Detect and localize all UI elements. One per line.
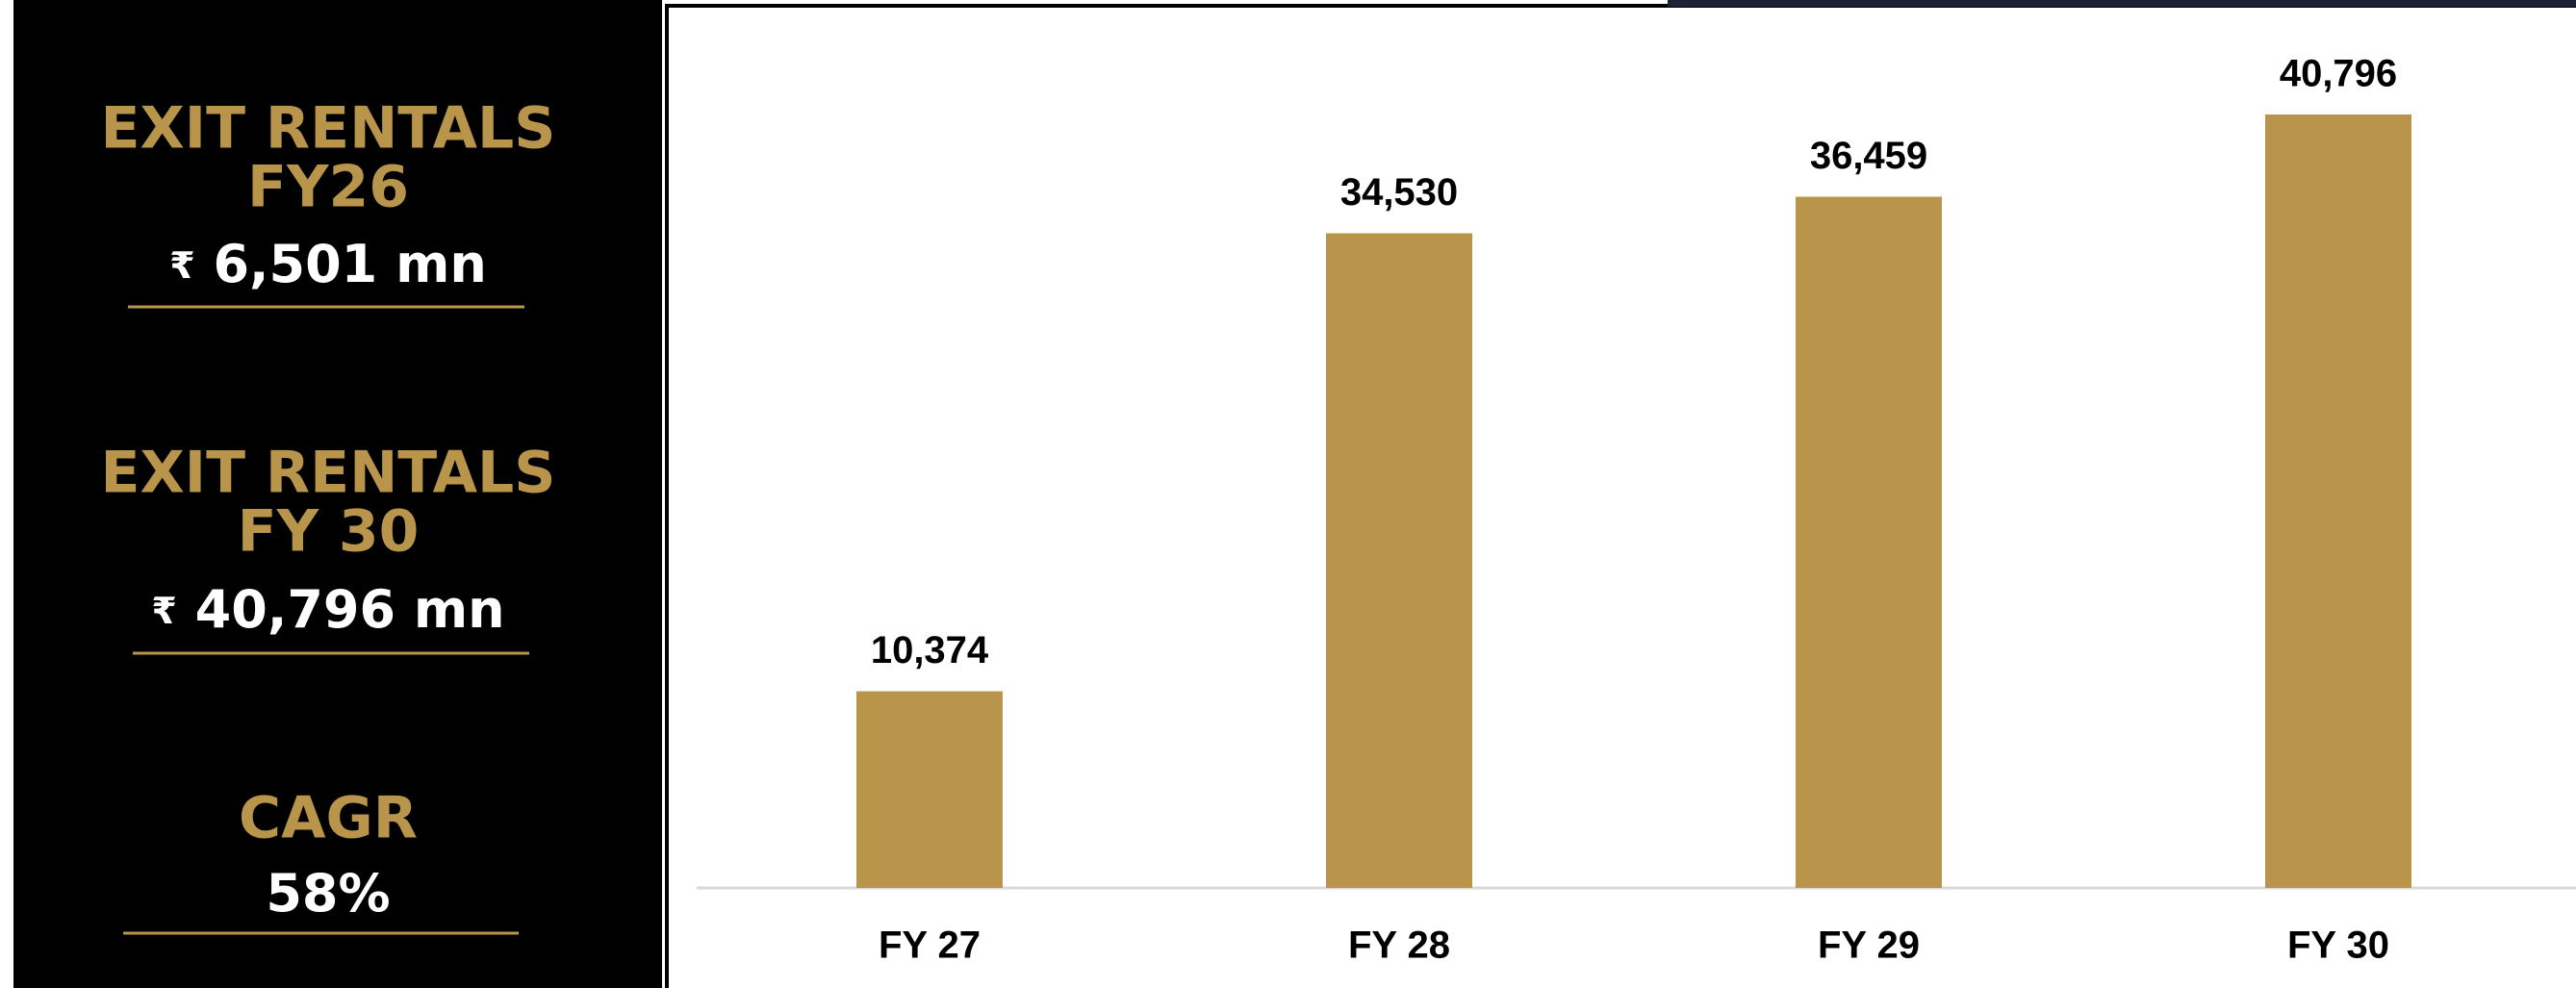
data-label: 34,530 bbox=[1340, 171, 1458, 214]
bar bbox=[1796, 196, 1942, 889]
currency: ₹ bbox=[151, 590, 176, 632]
bar bbox=[856, 691, 1003, 888]
x-tick-label: FY 30 bbox=[2287, 925, 2389, 967]
kpi-value: ₹ 40,796 mn bbox=[151, 579, 504, 640]
amount: 58% bbox=[266, 863, 390, 924]
x-tick-label: FY 28 bbox=[1348, 925, 1450, 967]
unit: mn bbox=[395, 234, 487, 294]
chart-border-left bbox=[665, 4, 669, 988]
data-label: 40,796 bbox=[2280, 53, 2397, 95]
chart-border-top bbox=[665, 4, 2576, 8]
amount: 40,796 bbox=[195, 579, 395, 640]
amount: 6,501 bbox=[213, 234, 377, 294]
kpi-title: FY26 bbox=[247, 154, 409, 221]
kpi-title: EXIT RENTALS bbox=[101, 440, 556, 507]
image-strip bbox=[1668, 0, 2576, 7]
kpi-value: 58% bbox=[266, 863, 390, 924]
kpi-title: CAGR bbox=[239, 785, 418, 852]
kpi-value: ₹ 6,501 mn bbox=[169, 234, 487, 294]
side-panel bbox=[13, 0, 662, 988]
x-tick-label: FY 27 bbox=[879, 925, 981, 967]
currency: ₹ bbox=[169, 244, 194, 287]
bar bbox=[2265, 114, 2411, 888]
kpi-title: EXIT RENTALS bbox=[101, 95, 556, 163]
kpi-title: FY 30 bbox=[238, 498, 420, 566]
bar-chart: 10,374 FY 27 34,530 FY 28 36,459 FY 29 40,796 F… bbox=[697, 53, 2576, 967]
data-label: 10,374 bbox=[871, 629, 989, 671]
unit: mn bbox=[414, 579, 505, 640]
data-label: 36,459 bbox=[1810, 135, 1927, 177]
bar bbox=[1326, 233, 1472, 889]
x-tick-label: FY 29 bbox=[1818, 925, 1920, 967]
